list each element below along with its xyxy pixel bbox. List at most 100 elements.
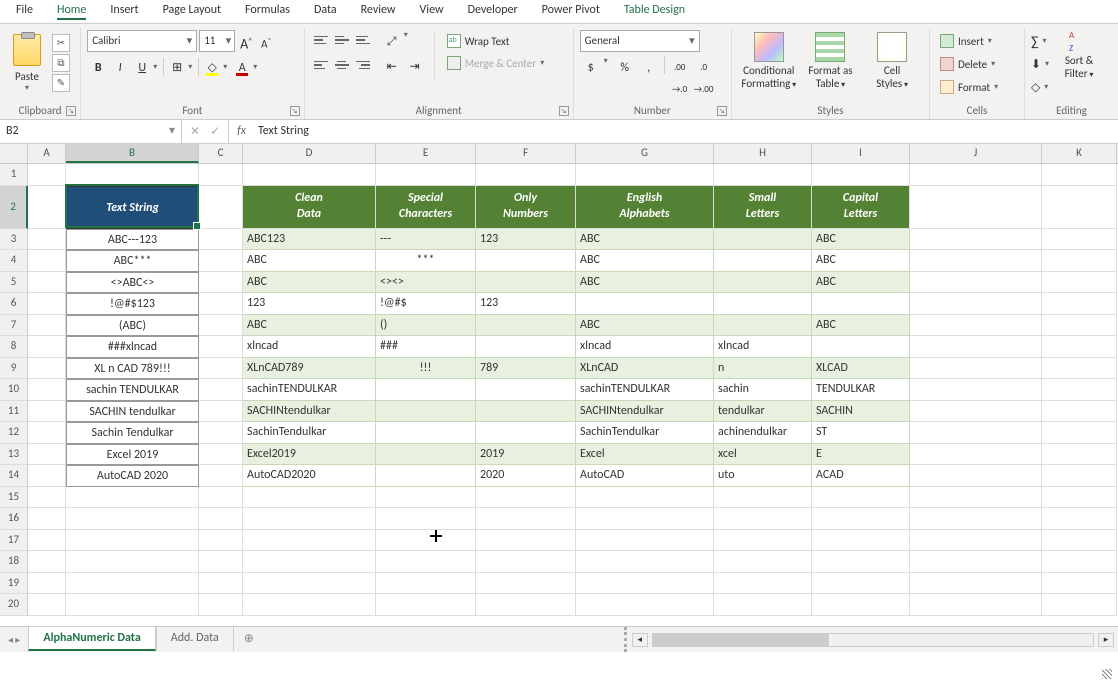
column-header-C[interactable]: C <box>199 144 243 163</box>
cell-B15[interactable] <box>66 487 199 509</box>
column-headers[interactable]: ABCDEFGHIJK <box>0 144 1118 164</box>
number-format-select[interactable]: General <box>580 30 700 52</box>
cell-I12[interactable]: ST <box>812 422 910 444</box>
cell-C11[interactable] <box>199 401 243 423</box>
cell-G17[interactable] <box>576 530 714 552</box>
cell-J5[interactable] <box>910 272 1042 294</box>
cell-D19[interactable] <box>243 573 376 595</box>
cell-J14[interactable] <box>910 465 1042 487</box>
cell-H1[interactable] <box>714 164 812 186</box>
cell-F11[interactable] <box>476 401 576 423</box>
tab-nav-buttons[interactable]: ◂ ▸ <box>0 627 28 652</box>
cell-G2[interactable]: EnglishAlphabets <box>576 186 714 229</box>
cell-J12[interactable] <box>910 422 1042 444</box>
cell-I4[interactable]: ABC <box>812 250 910 272</box>
cell-H17[interactable] <box>714 530 812 552</box>
format-cells-button[interactable]: Format ▾ <box>936 76 1018 98</box>
cell-C18[interactable] <box>199 551 243 573</box>
row-header-9[interactable]: 9 <box>0 358 28 380</box>
row-header-3[interactable]: 3 <box>0 229 28 251</box>
cell-G10[interactable]: sachinTENDULKAR <box>576 379 714 401</box>
sheet-tab-other[interactable]: Add. Data <box>156 626 234 651</box>
column-header-H[interactable]: H <box>714 144 812 163</box>
cell-E11[interactable] <box>376 401 476 423</box>
cell-J3[interactable] <box>910 229 1042 251</box>
menu-file[interactable]: File <box>4 0 45 23</box>
insert-cells-button[interactable]: Insert ▾ <box>936 30 1018 52</box>
cell-G14[interactable]: AutoCAD <box>576 465 714 487</box>
percent-button[interactable]: % <box>614 56 636 78</box>
cell-D12[interactable]: SachinTendulkar <box>243 422 376 444</box>
align-right-button[interactable] <box>353 55 373 75</box>
cell-A19[interactable] <box>28 573 66 595</box>
cell-B12[interactable]: Sachin Tendulkar <box>66 422 199 444</box>
row-header-20[interactable]: 20 <box>0 594 28 616</box>
cell-E13[interactable] <box>376 444 476 466</box>
cell-E19[interactable] <box>376 573 476 595</box>
row-header-14[interactable]: 14 <box>0 465 28 487</box>
cell-C20[interactable] <box>199 594 243 616</box>
cell-K1[interactable] <box>1042 164 1117 186</box>
cell-C13[interactable] <box>199 444 243 466</box>
row-header-8[interactable]: 8 <box>0 336 28 358</box>
cell-G13[interactable]: Excel <box>576 444 714 466</box>
row-header-17[interactable]: 17 <box>0 530 28 552</box>
cell-E1[interactable] <box>376 164 476 186</box>
cell-F18[interactable] <box>476 551 576 573</box>
chevron-down-icon[interactable]: ▾ <box>253 62 261 72</box>
cell-G5[interactable]: ABC <box>576 272 714 294</box>
spreadsheet-grid[interactable]: ABCDEFGHIJK 1234567891011121314151617181… <box>0 144 1118 626</box>
scroll-thumb[interactable] <box>653 634 829 646</box>
cell-H7[interactable] <box>714 315 812 337</box>
cell-J20[interactable] <box>910 594 1042 616</box>
cell-D10[interactable]: sachinTENDULKAR <box>243 379 376 401</box>
comma-button[interactable]: , <box>638 56 660 78</box>
cell-styles-button[interactable]: CellStyles ▾ <box>861 30 923 91</box>
cell-D11[interactable]: SACHINtendulkar <box>243 401 376 423</box>
autosum-button[interactable]: ∑▾ <box>1031 30 1053 52</box>
cell-C15[interactable] <box>199 487 243 509</box>
borders-button[interactable]: ⊞ <box>166 56 188 78</box>
cell-I18[interactable] <box>812 551 910 573</box>
cell-A11[interactable] <box>28 401 66 423</box>
cell-H16[interactable] <box>714 508 812 530</box>
cell-C10[interactable] <box>199 379 243 401</box>
row-header-7[interactable]: 7 <box>0 315 28 337</box>
fill-color-button[interactable]: ◇ <box>201 56 223 78</box>
accounting-format-button[interactable]: $ <box>580 56 602 78</box>
cell-J2[interactable] <box>910 186 1042 229</box>
cell-F12[interactable] <box>476 422 576 444</box>
cell-K10[interactable] <box>1042 379 1117 401</box>
cell-B10[interactable]: sachin TENDULKAR <box>66 379 199 401</box>
cell-J17[interactable] <box>910 530 1042 552</box>
cell-C9[interactable] <box>199 358 243 380</box>
cell-I10[interactable]: TENDULKAR <box>812 379 910 401</box>
cell-J4[interactable] <box>910 250 1042 272</box>
format-as-table-button[interactable]: Format asTable ▾ <box>800 30 862 91</box>
cell-J15[interactable] <box>910 487 1042 509</box>
cell-G16[interactable] <box>576 508 714 530</box>
increase-decimal-button[interactable]: .00→.0 <box>669 56 691 78</box>
row-header-2[interactable]: 2 <box>0 186 28 229</box>
cell-G7[interactable]: ABC <box>576 315 714 337</box>
cell-A2[interactable] <box>28 186 66 229</box>
cell-J18[interactable] <box>910 551 1042 573</box>
dialog-launcher-icon[interactable]: ↘ <box>717 106 727 116</box>
cell-H9[interactable]: n <box>714 358 812 380</box>
cell-E3[interactable]: --- <box>376 229 476 251</box>
cell-B13[interactable]: Excel 2019 <box>66 444 199 466</box>
cell-D2[interactable]: CleanData <box>243 186 376 229</box>
cell-B9[interactable]: XL n CAD 789!!! <box>66 358 199 380</box>
cell-B4[interactable]: ABC*** <box>66 250 199 272</box>
cell-B3[interactable]: ABC---123 <box>66 229 199 251</box>
cell-D3[interactable]: ABC123 <box>243 229 376 251</box>
cell-K14[interactable] <box>1042 465 1117 487</box>
cell-C7[interactable] <box>199 315 243 337</box>
cell-A1[interactable] <box>28 164 66 186</box>
cell-H2[interactable]: SmallLetters <box>714 186 812 229</box>
menu-developer[interactable]: Developer <box>456 0 530 23</box>
cell-D16[interactable] <box>243 508 376 530</box>
cell-I20[interactable] <box>812 594 910 616</box>
row-header-5[interactable]: 5 <box>0 272 28 294</box>
format-painter-icon[interactable]: ✎ <box>52 74 70 92</box>
